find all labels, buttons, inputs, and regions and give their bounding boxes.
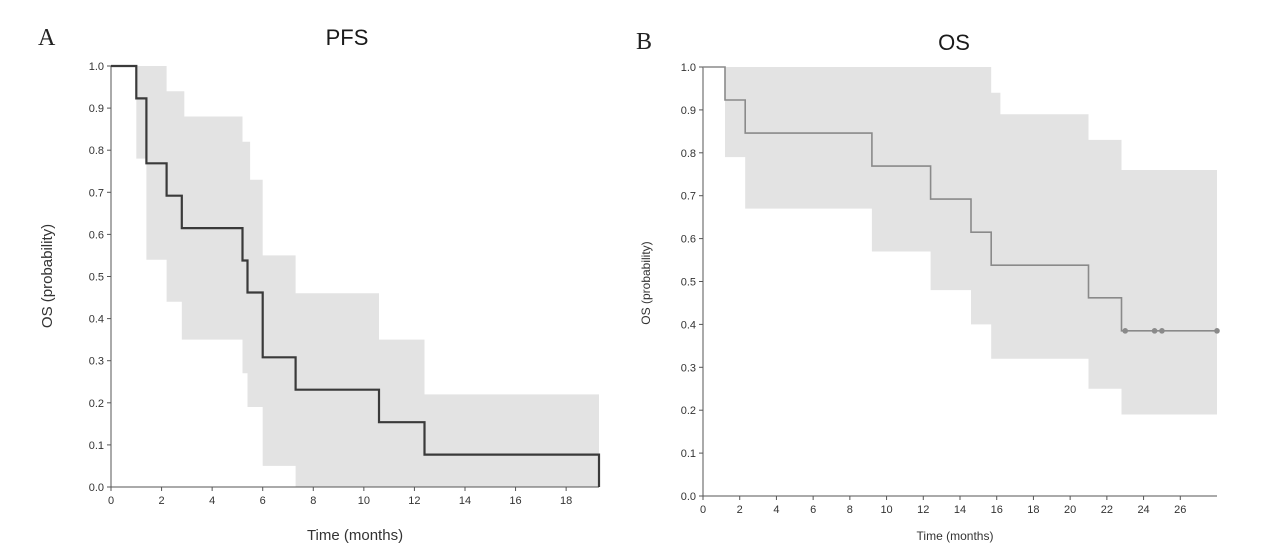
- panel-b-y-tick-label: 0.4: [681, 319, 696, 331]
- panel-a-y-tick-label: 0.3: [89, 356, 104, 368]
- panel-a-y-axis-label: OS (probability): [39, 224, 56, 328]
- panel-b-ci-area: [703, 67, 1217, 415]
- panel-b-title: OS: [938, 30, 970, 55]
- panel-b-x-tick-label: 12: [917, 504, 929, 516]
- panel-a-x-tick-label: 16: [509, 495, 521, 507]
- panel-b-x-tick-label: 6: [810, 504, 816, 516]
- panel-a-survival-curve: [111, 64, 601, 487]
- panel-b-censor-mark: [1151, 328, 1158, 334]
- panel-a-y-tick-label: 0.5: [89, 272, 104, 284]
- panel-b-y-tick-label: 0.7: [681, 191, 696, 203]
- panel-b-y-axis-label: OS (probability): [639, 241, 653, 324]
- panel-a-confidence-band: [111, 66, 599, 487]
- panel-a-x-tick-label: 0: [108, 495, 114, 507]
- panel-b-x-tick-label: 8: [847, 504, 853, 516]
- panel-a-x-ticks: 0 2 4 6 8 10 12 14 16 18: [108, 487, 572, 507]
- panel-a-y-ticks: 0.0 0.1 0.2 0.3 0.4 0.5 0.6 0.7 0.8 0.9 1.0: [89, 61, 111, 494]
- panel-b-y-tick-label: 0.5: [681, 277, 696, 289]
- panel-a-x-tick-label: 8: [310, 495, 316, 507]
- panel-b-censor-marks: [1122, 328, 1220, 334]
- panel-b-x-tick-label: 24: [1137, 504, 1149, 516]
- panel-b-survival-curve: [703, 66, 1217, 332]
- panel-b-y-tick-label: 0.3: [681, 362, 696, 374]
- panel-a-y-tick-label: 0.6: [89, 229, 104, 241]
- panel-b-censor-mark: [1122, 328, 1129, 334]
- panel-a-x-tick-label: 14: [459, 495, 471, 507]
- panel-a-y-tick-label: 0.9: [89, 103, 104, 115]
- panel-b-x-tick-label: 22: [1101, 504, 1113, 516]
- panel-b-x-tick-label: 20: [1064, 504, 1076, 516]
- panel-a-ci-area: [111, 66, 599, 487]
- panel-b-y-tick-label: 0.0: [681, 491, 696, 503]
- panel-a-y-tick-label: 0.4: [89, 314, 104, 326]
- panel-a-x-tick-label: 6: [260, 495, 266, 507]
- panel-b-y-tick-label: 0.1: [681, 448, 696, 460]
- panel-a-km-line: [111, 64, 601, 487]
- panel-b-x-tick-label: 4: [773, 504, 779, 516]
- panel-a-y-tick-label: 0.0: [89, 482, 104, 494]
- panel-b-x-tick-label: 26: [1174, 504, 1186, 516]
- panel-b-x-ticks: 0 2 4 6 8 10 12 14 16 18 20 22 24 26: [700, 496, 1186, 516]
- panel-b-letter: B: [636, 29, 652, 55]
- panel-b-km-line: [703, 66, 1217, 332]
- panel-a-letter: A: [38, 25, 56, 51]
- panel-a-pfs-chart: A PFS Time (months) OS (probability) 0.0…: [38, 25, 601, 544]
- panel-a-title: PFS: [326, 25, 369, 50]
- panel-a-x-tick-label: 12: [408, 495, 420, 507]
- panel-b-y-ticks: 0.0 0.1 0.2 0.3 0.4 0.5 0.6 0.7 0.8 0.9 1.0: [681, 62, 703, 503]
- panel-a-y-tick-label: 0.1: [89, 440, 104, 452]
- panel-a-y-tick-label: 0.8: [89, 145, 104, 157]
- panel-b-y-tick-label: 0.6: [681, 234, 696, 246]
- panel-b-y-tick-label: 0.2: [681, 405, 696, 417]
- panel-b-censor-mark: [1159, 328, 1165, 334]
- panel-b-x-tick-label: 2: [737, 504, 743, 516]
- panel-b-x-tick-label: 0: [700, 504, 706, 516]
- panel-a-x-tick-label: 4: [209, 495, 215, 507]
- panel-b-x-axis-label: Time (months): [917, 529, 994, 543]
- panel-b-os-chart: B OS Time (months) OS (probability) 0.00…: [636, 29, 1220, 543]
- panel-b-confidence-band: [703, 67, 1217, 415]
- panel-a-x-axis-label: Time (months): [307, 527, 403, 544]
- panel-a-x-tick-label: 18: [560, 495, 572, 507]
- panel-b-x-tick-label: 16: [991, 504, 1003, 516]
- panel-b-x-tick-label: 10: [880, 504, 892, 516]
- panel-b-y-tick-label: 1.0: [681, 62, 696, 74]
- panel-b-censor-mark: [1214, 328, 1220, 334]
- panel-a-y-tick-label: 1.0: [89, 61, 104, 73]
- panel-a-x-tick-label: 10: [358, 495, 370, 507]
- panel-b-y-tick-label: 0.8: [681, 148, 696, 160]
- panel-a-y-tick-label: 0.2: [89, 398, 104, 410]
- panel-a-y-tick-label: 0.7: [89, 187, 104, 199]
- panel-a-x-tick-label: 2: [159, 495, 165, 507]
- panel-b-y-tick-label: 0.9: [681, 105, 696, 117]
- panel-b-x-tick-label: 14: [954, 504, 966, 516]
- panel-b-x-tick-label: 18: [1027, 504, 1039, 516]
